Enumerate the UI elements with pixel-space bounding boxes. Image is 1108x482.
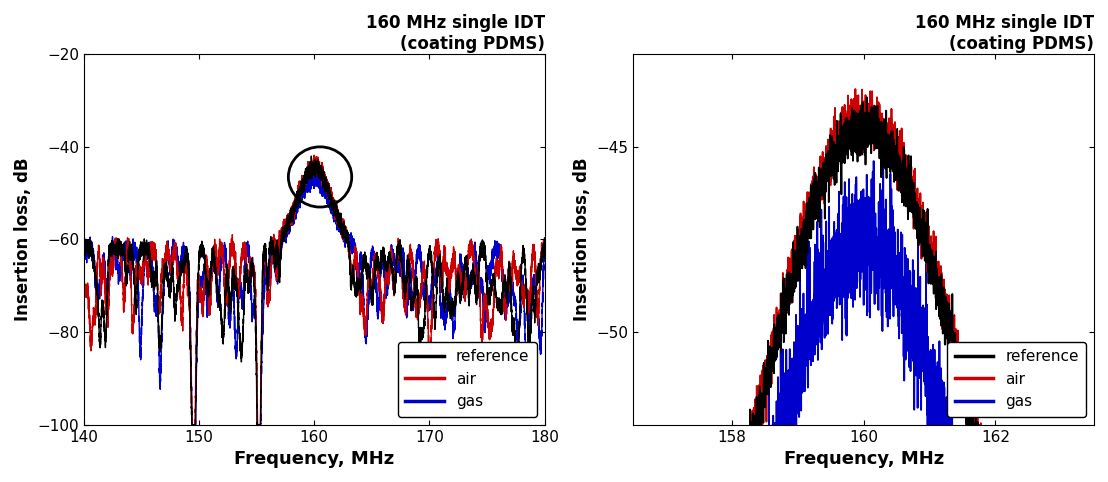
Legend: reference, air, gas: reference, air, gas <box>947 342 1087 417</box>
Y-axis label: Insertion loss, dB: Insertion loss, dB <box>14 158 32 321</box>
X-axis label: Frequency, MHz: Frequency, MHz <box>234 450 394 468</box>
Text: 160 MHz single IDT
(coating PDMS): 160 MHz single IDT (coating PDMS) <box>915 14 1094 53</box>
Legend: reference, air, gas: reference, air, gas <box>398 342 537 417</box>
Y-axis label: Insertion loss, dB: Insertion loss, dB <box>573 158 591 321</box>
X-axis label: Frequency, MHz: Frequency, MHz <box>783 450 944 468</box>
Text: 160 MHz single IDT
(coating PDMS): 160 MHz single IDT (coating PDMS) <box>366 14 545 53</box>
